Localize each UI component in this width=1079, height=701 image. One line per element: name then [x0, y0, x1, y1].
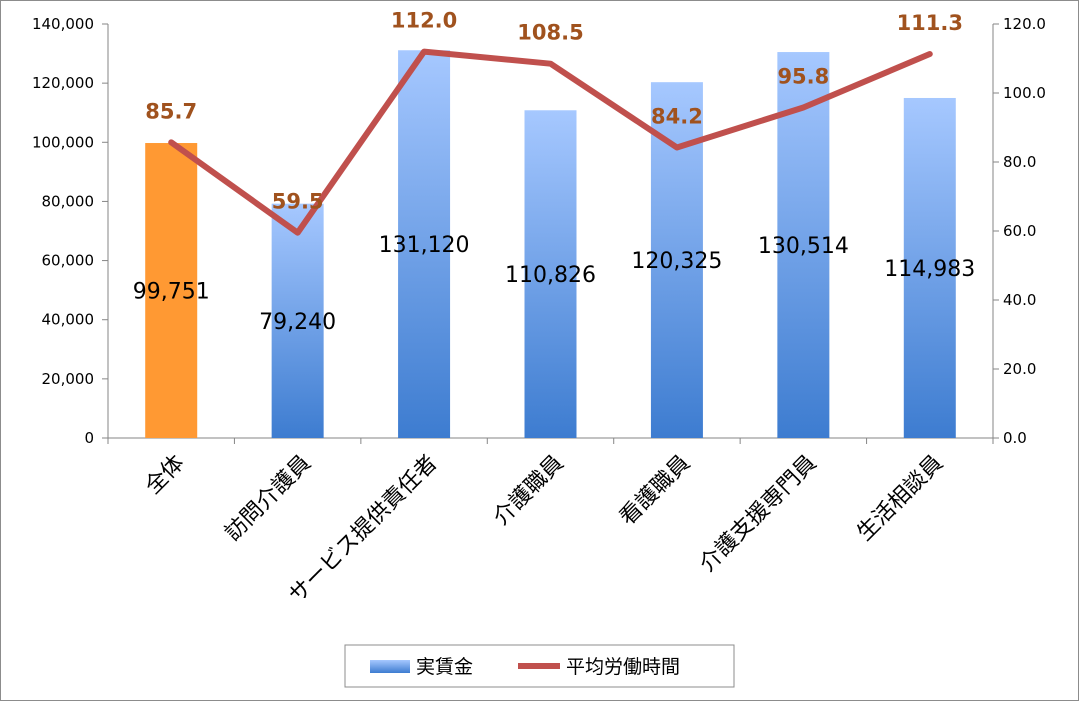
y-left-tick-label: 80,000 — [42, 192, 95, 210]
legend: 実賃金 平均労働時間 — [344, 644, 735, 688]
y-left-tick-label: 40,000 — [42, 311, 95, 329]
line-label-0: 85.7 — [145, 99, 197, 123]
line-series — [168, 48, 933, 236]
bar-data-labels: 99,751 79,240 131,120 110,826 120,325 130,514… — [133, 233, 976, 335]
line-point-1 — [295, 230, 300, 235]
y-left-tick-label: 120,000 — [32, 74, 94, 92]
line-label-5: 95.8 — [777, 64, 829, 88]
bar-label-1: 79,240 — [259, 310, 336, 335]
bar-2 — [398, 50, 451, 438]
category-label-6: 生活相談員 — [853, 451, 948, 546]
line-point-5 — [801, 105, 806, 110]
y-left-tick-label: 60,000 — [42, 252, 95, 270]
y-left-tick-label: 100,000 — [32, 133, 94, 151]
y-right-tick-label: 80.0 — [1003, 153, 1036, 171]
line-data-labels: 85.7 59.5 112.0 108.5 84.2 95.8 111.3 — [145, 9, 963, 214]
bar-label-3: 110,826 — [505, 263, 596, 288]
category-label-1: 訪問介護員 — [220, 451, 315, 546]
bar-label-2: 131,120 — [379, 233, 470, 258]
line-point-2 — [422, 49, 427, 54]
bar-label-5: 130,514 — [758, 234, 849, 259]
y-right-tick-label: 40.0 — [1003, 291, 1036, 309]
y-right-tick-label: 120.0 — [1003, 15, 1046, 33]
y-left-tick-label: 20,000 — [42, 370, 95, 388]
bar-label-4: 120,325 — [631, 249, 722, 274]
legend-label-bar: 実賃金 — [416, 656, 473, 678]
bar-label-6: 114,983 — [884, 257, 975, 282]
line-label-1: 59.5 — [272, 190, 324, 214]
legend-label-line: 平均労働時間 — [566, 656, 680, 678]
y-right-tick-label: 60.0 — [1003, 222, 1036, 240]
category-label-0: 全体 — [141, 451, 190, 500]
bar-label-0: 99,751 — [133, 280, 210, 305]
line-label-3: 108.5 — [517, 21, 583, 45]
category-label-5: 介護支援専門員 — [695, 451, 822, 578]
line-label-6: 111.3 — [897, 11, 963, 35]
line-point-4 — [674, 145, 679, 150]
line-point-3 — [548, 61, 553, 66]
axes: 0 20,000 40,000 60,000 80,000 100,000 120,000 1… — [32, 15, 1046, 447]
legend-swatch-bar — [370, 660, 410, 673]
y-right-tick-label: 100.0 — [1003, 84, 1046, 102]
bar-3 — [524, 110, 577, 439]
bar-0 — [145, 143, 198, 439]
bar-1 — [271, 203, 324, 438]
line-label-2: 112.0 — [391, 9, 457, 33]
bar-5 — [777, 52, 830, 439]
category-label-4: 看護職員 — [615, 451, 695, 531]
bar-6 — [903, 97, 956, 438]
y-right-tick-label: 20.0 — [1003, 360, 1036, 378]
line-point-6 — [927, 52, 932, 57]
line-point-0 — [169, 140, 174, 145]
y-left-tick-label: 140,000 — [32, 15, 94, 33]
line-label-4: 84.2 — [651, 105, 703, 129]
y-left-tick-label: 0 — [84, 429, 94, 447]
category-label-3: 介護職員 — [489, 451, 569, 531]
y-right-tick-label: 0.0 — [1003, 429, 1027, 447]
